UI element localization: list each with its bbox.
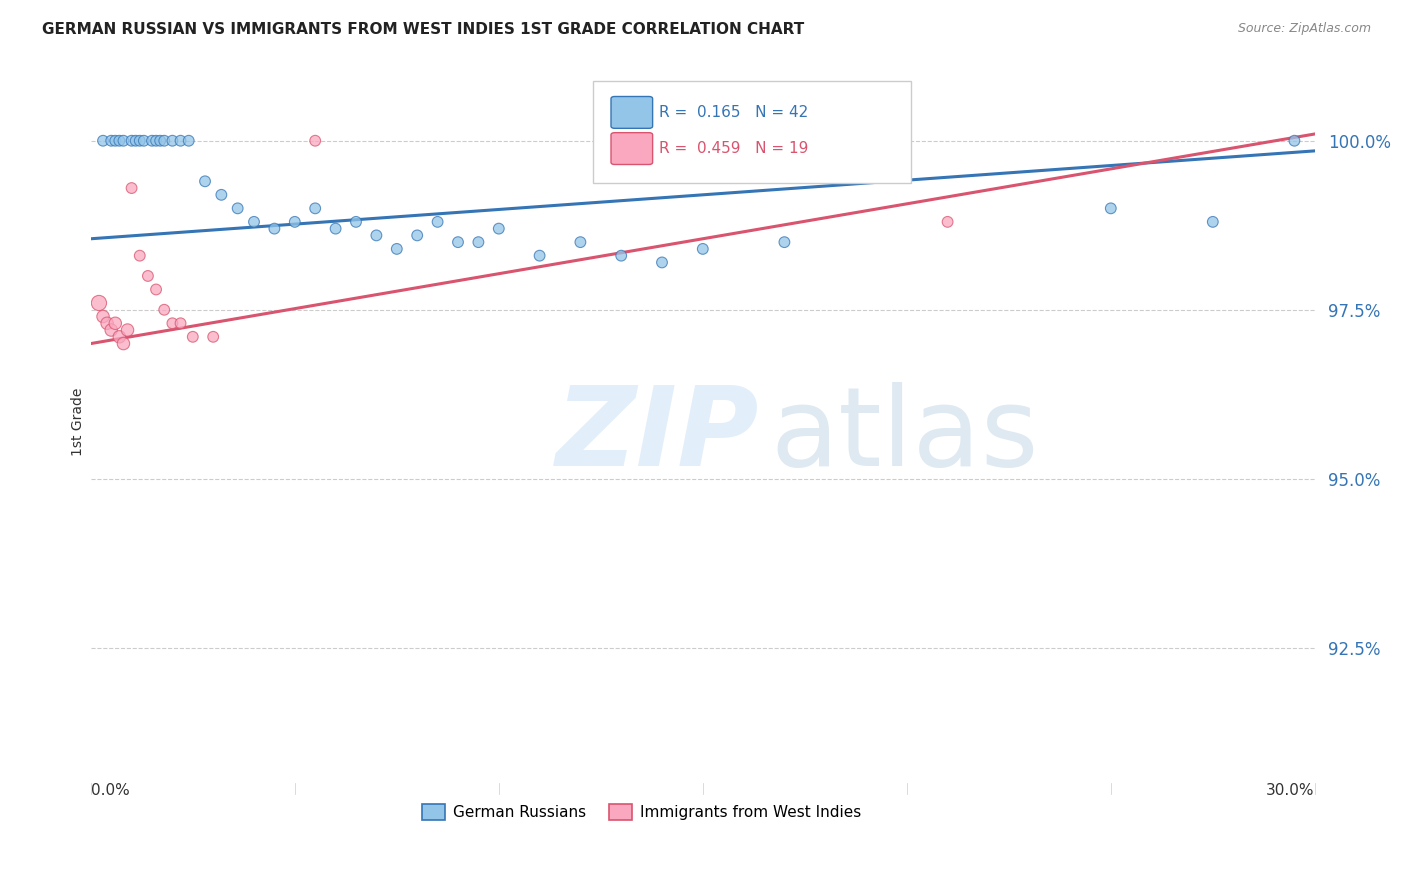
Point [128,249,150,263]
Point [100,323,122,337]
Point [385,242,408,256]
Point [117,323,139,337]
Point [426,215,449,229]
Point [936,215,959,229]
Point [610,249,633,263]
Point [529,249,551,263]
Point [202,330,225,344]
Point [153,302,176,317]
Point [91,134,114,148]
Text: 0.0%: 0.0% [91,783,129,798]
Point [108,330,131,344]
Point [162,134,184,148]
Point [169,134,191,148]
Text: GERMAN RUSSIAN VS IMMIGRANTS FROM WEST INDIES 1ST GRADE CORRELATION CHART: GERMAN RUSSIAN VS IMMIGRANTS FROM WEST I… [42,22,804,37]
FancyBboxPatch shape [612,96,652,128]
Point [733,147,755,161]
Point [145,283,167,297]
Point [284,215,307,229]
Point [141,134,163,148]
Point [263,221,285,235]
Text: atlas: atlas [770,383,1039,490]
Point [104,134,127,148]
Point [153,134,176,148]
Point [169,316,191,330]
FancyBboxPatch shape [593,81,911,183]
Point [87,296,110,310]
Point [91,310,114,324]
Point [304,134,326,148]
Text: ZIP: ZIP [555,383,759,490]
Point [121,181,143,195]
Point [112,336,135,351]
Point [692,242,714,256]
Point [243,215,266,229]
Point [149,134,172,148]
Point [226,202,249,216]
Y-axis label: 1st Grade: 1st Grade [72,387,86,456]
Point [124,134,146,148]
Text: R =  0.165   N = 42: R = 0.165 N = 42 [659,105,808,120]
Point [304,202,326,216]
Point [344,215,367,229]
Point [100,134,122,148]
Point [1099,202,1122,216]
FancyBboxPatch shape [612,133,652,164]
Point [132,134,155,148]
Point [447,235,470,249]
Point [406,228,429,243]
Point [121,134,143,148]
Text: Source: ZipAtlas.com: Source: ZipAtlas.com [1237,22,1371,36]
Point [104,316,127,330]
Point [488,221,510,235]
Point [162,316,184,330]
Point [1284,134,1306,148]
Point [128,134,150,148]
Point [136,268,159,283]
Legend: German Russians, Immigrants from West Indies: German Russians, Immigrants from West In… [416,797,868,826]
Point [181,330,204,344]
Point [108,134,131,148]
Point [112,134,135,148]
Point [177,134,200,148]
Text: R =  0.459   N = 19: R = 0.459 N = 19 [659,141,808,156]
Point [569,235,592,249]
Point [366,228,388,243]
Point [325,221,347,235]
Point [651,255,673,269]
Point [773,235,796,249]
Point [194,174,217,188]
Point [96,316,118,330]
Point [145,134,167,148]
Point [209,187,232,202]
Point [1202,215,1225,229]
Text: 30.0%: 30.0% [1267,783,1315,798]
Point [467,235,489,249]
